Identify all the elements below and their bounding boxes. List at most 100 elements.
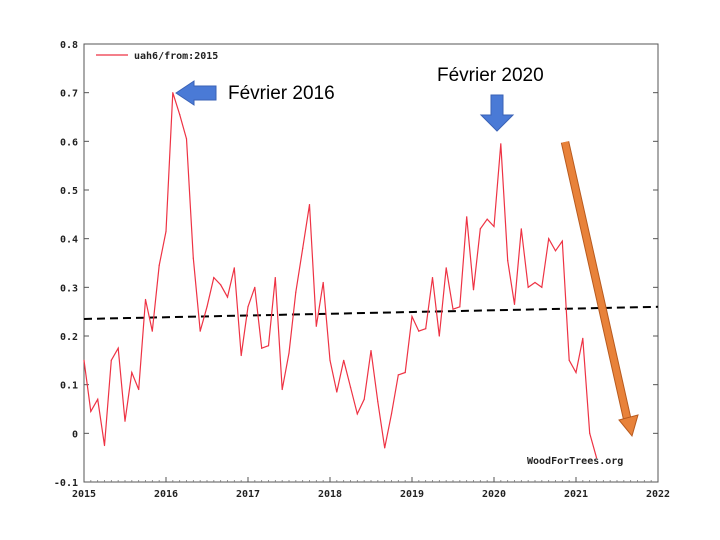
data-point	[220, 284, 222, 286]
y-tick-label: 0.4	[60, 235, 78, 246]
data-point	[349, 386, 352, 388]
data-point	[90, 410, 92, 412]
data-point	[554, 250, 557, 252]
x-tick-label: 2018	[318, 489, 342, 500]
data-point	[308, 204, 311, 206]
data-point	[247, 306, 249, 308]
data-point	[541, 286, 543, 288]
data-point	[527, 286, 529, 288]
data-point	[83, 359, 85, 361]
data-point	[438, 335, 440, 337]
data-point	[520, 228, 522, 230]
data-point	[315, 325, 317, 327]
y-tick-label: 0.7	[60, 89, 78, 100]
series-points	[83, 92, 598, 459]
data-point	[336, 391, 338, 393]
annotation-feb-2020: Février 2020	[437, 65, 544, 86]
plot-frame	[83, 43, 659, 483]
data-point	[329, 359, 331, 361]
data-point	[390, 413, 393, 415]
data-point	[233, 267, 235, 269]
data-point	[500, 143, 502, 145]
data-point	[397, 374, 399, 376]
data-point	[267, 345, 270, 347]
data-point	[151, 330, 153, 332]
data-point	[595, 457, 598, 459]
y-tick-label: 0.2	[60, 332, 78, 343]
data-point	[179, 114, 181, 116]
legend: uah6/from:2015	[96, 51, 218, 62]
data-point	[561, 240, 563, 242]
data-point	[110, 359, 112, 361]
data-point	[418, 330, 420, 332]
data-point	[322, 281, 324, 284]
data-point	[274, 277, 276, 279]
x-tick-label: 2019	[400, 489, 424, 500]
data-point	[507, 260, 509, 262]
data-point	[466, 216, 468, 218]
data-point	[138, 388, 140, 391]
y-axis: -0.1 0 0.1 0.2 0.3 0.4 0.5 0.6 0.7 0.8	[54, 40, 658, 489]
trend-line	[83, 305, 659, 320]
data-point	[158, 264, 160, 266]
data-point	[363, 398, 365, 400]
data-point	[493, 225, 495, 228]
data-point	[199, 330, 201, 332]
data-point	[254, 286, 256, 288]
blue-down-arrow-icon	[479, 94, 515, 132]
data-point	[431, 277, 434, 279]
data-point	[472, 289, 475, 291]
x-axis: 2015 2016 2017 2018 2019 2020 2021 2022	[72, 477, 670, 500]
data-point	[281, 388, 283, 391]
data-point	[144, 298, 147, 301]
data-point	[165, 230, 167, 232]
data-point	[261, 347, 263, 349]
data-point	[192, 257, 194, 259]
data-point	[459, 306, 461, 308]
data-point	[425, 328, 427, 330]
data-point	[445, 267, 447, 269]
data-point	[582, 337, 584, 339]
data-point	[240, 354, 242, 357]
data-point	[452, 308, 454, 310]
data-point	[486, 218, 488, 220]
data-point	[513, 303, 516, 305]
y-tick-label: 0.6	[60, 137, 78, 148]
x-tick-label: 2015	[72, 489, 96, 500]
data-point	[479, 228, 481, 230]
data-point	[117, 347, 119, 349]
blue-left-arrow-icon	[175, 80, 217, 106]
legend-label: uah6/from:2015	[134, 51, 218, 62]
data-point	[103, 444, 106, 447]
data-point	[97, 398, 99, 400]
data-point	[377, 401, 379, 403]
data-point	[206, 306, 208, 308]
x-tick-label: 2016	[154, 489, 178, 500]
data-point	[226, 296, 229, 298]
data-point	[172, 92, 174, 94]
y-tick-label: -0.1	[54, 478, 78, 489]
data-point	[288, 352, 290, 354]
x-tick-label: 2020	[482, 489, 506, 500]
credit-label: WoodForTrees.org	[527, 456, 623, 467]
data-point	[343, 359, 345, 361]
data-point	[404, 371, 406, 374]
data-point	[384, 447, 386, 449]
y-tick-label: 0	[72, 429, 78, 440]
orange-down-arrow-icon	[560, 141, 639, 438]
annotation-feb-2016: Février 2016	[228, 83, 335, 104]
data-point	[589, 432, 591, 434]
x-tick-label: 2017	[236, 489, 260, 500]
data-point	[534, 281, 536, 284]
data-point	[575, 371, 577, 374]
data-point	[131, 371, 133, 374]
data-point	[356, 413, 358, 415]
data-point	[411, 315, 413, 318]
y-tick-label: 0.1	[60, 381, 78, 392]
data-point	[370, 350, 372, 352]
data-point	[548, 238, 550, 240]
data-point	[213, 277, 215, 279]
y-tick-label: 0.8	[60, 40, 78, 51]
data-point	[185, 138, 188, 140]
